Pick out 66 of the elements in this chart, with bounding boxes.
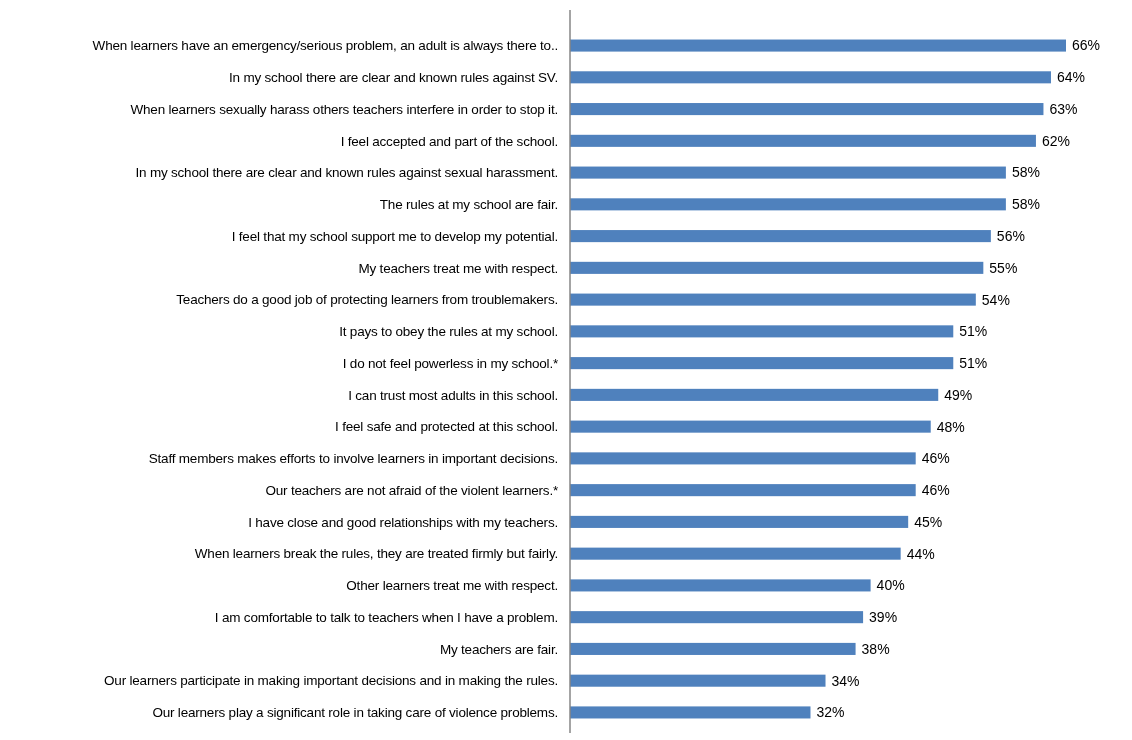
y-tick-label: It pays to obey the rules at my school. [339, 324, 558, 340]
data-label: 38% [861, 640, 890, 657]
bar [570, 230, 991, 243]
bar [570, 579, 871, 592]
data-label: 64% [1056, 69, 1085, 86]
data-label: 46% [921, 450, 950, 467]
bar [570, 293, 976, 306]
bar [570, 261, 984, 274]
data-label: 55% [989, 259, 1018, 276]
y-tick-label: Our learners participate in making important decisions and in making the rules. [104, 673, 558, 689]
y-tick-label: In my school there are clear and known rules against sexual harassment. [135, 165, 558, 181]
bar [570, 198, 1006, 211]
y-tick-label: Teachers do a good job of protecting learners from troublemakers. [176, 292, 558, 308]
y-tick-label: Staff members makes efforts to involve learners in important decisions. [148, 451, 558, 467]
bar [570, 357, 954, 370]
bar [570, 674, 826, 687]
y-tick-label: I have close and good relationships with my teachers. [248, 514, 558, 530]
bar [570, 611, 864, 624]
bar [570, 515, 909, 528]
data-label: 62% [1041, 132, 1070, 149]
data-label: 51% [959, 323, 988, 340]
bar [570, 452, 916, 465]
y-tick-label: Our learners play a significant role in taking care of violence problems. [152, 705, 558, 721]
data-label: 40% [876, 577, 905, 594]
y-tick-label: When learners break the rules, they are treated firmly but fairly. [194, 546, 558, 562]
bar [570, 642, 856, 655]
y-tick-label: My teachers are fair. [439, 641, 558, 657]
data-label: 34% [831, 672, 860, 689]
bar [570, 103, 1044, 116]
bar [570, 134, 1036, 147]
y-tick-label: My teachers treat me with respect. [358, 260, 558, 276]
data-label: 49% [944, 386, 973, 403]
data-label: 51% [959, 355, 988, 372]
data-label: 58% [1011, 164, 1040, 181]
data-label: 39% [869, 609, 898, 626]
bar [570, 388, 939, 401]
data-label: 44% [906, 545, 935, 562]
bar [570, 420, 931, 433]
data-label: 63% [1049, 100, 1078, 117]
y-tick-label: Our teachers are not afraid of the violent learners.* [265, 482, 559, 498]
data-label: 45% [914, 513, 943, 530]
bar [570, 547, 901, 560]
y-tick-label: I feel accepted and part of the school. [340, 133, 558, 149]
bar [570, 706, 811, 719]
data-label: 66% [1072, 37, 1101, 54]
bar [570, 166, 1006, 179]
y-tick-label: When learners sexually harass others teachers interfere in order to stop it. [130, 101, 558, 117]
y-tick-label: Other learners treat me with respect. [346, 578, 558, 594]
data-label: 56% [996, 228, 1025, 244]
y-tick-label: The rules at my school are fair. [379, 197, 558, 213]
y-tick-label: I feel safe and protected at this school. [335, 419, 558, 435]
bar [570, 39, 1066, 52]
data-label: 32% [816, 704, 845, 721]
y-tick-label: I am comfortable to talk to teachers when I have a problem. [214, 609, 558, 625]
y-tick-label: When learners have an emergency/serious problem, an adult is always there to.. [92, 38, 558, 54]
data-label: 58% [1011, 196, 1040, 213]
y-tick-label: I feel that my school support me to develop my potential. [231, 228, 558, 244]
data-label: 46% [921, 482, 950, 499]
data-label: 54% [981, 291, 1010, 308]
bar [570, 484, 916, 497]
bar [570, 71, 1051, 84]
y-tick-label: I can trust most adults in this school. [348, 387, 558, 403]
data-label: 48% [936, 418, 965, 435]
bar [570, 325, 954, 338]
y-tick-label: I do not feel powerless in my school.* [342, 355, 559, 371]
y-tick-label: In my school there are clear and known rules against SV. [229, 70, 558, 86]
